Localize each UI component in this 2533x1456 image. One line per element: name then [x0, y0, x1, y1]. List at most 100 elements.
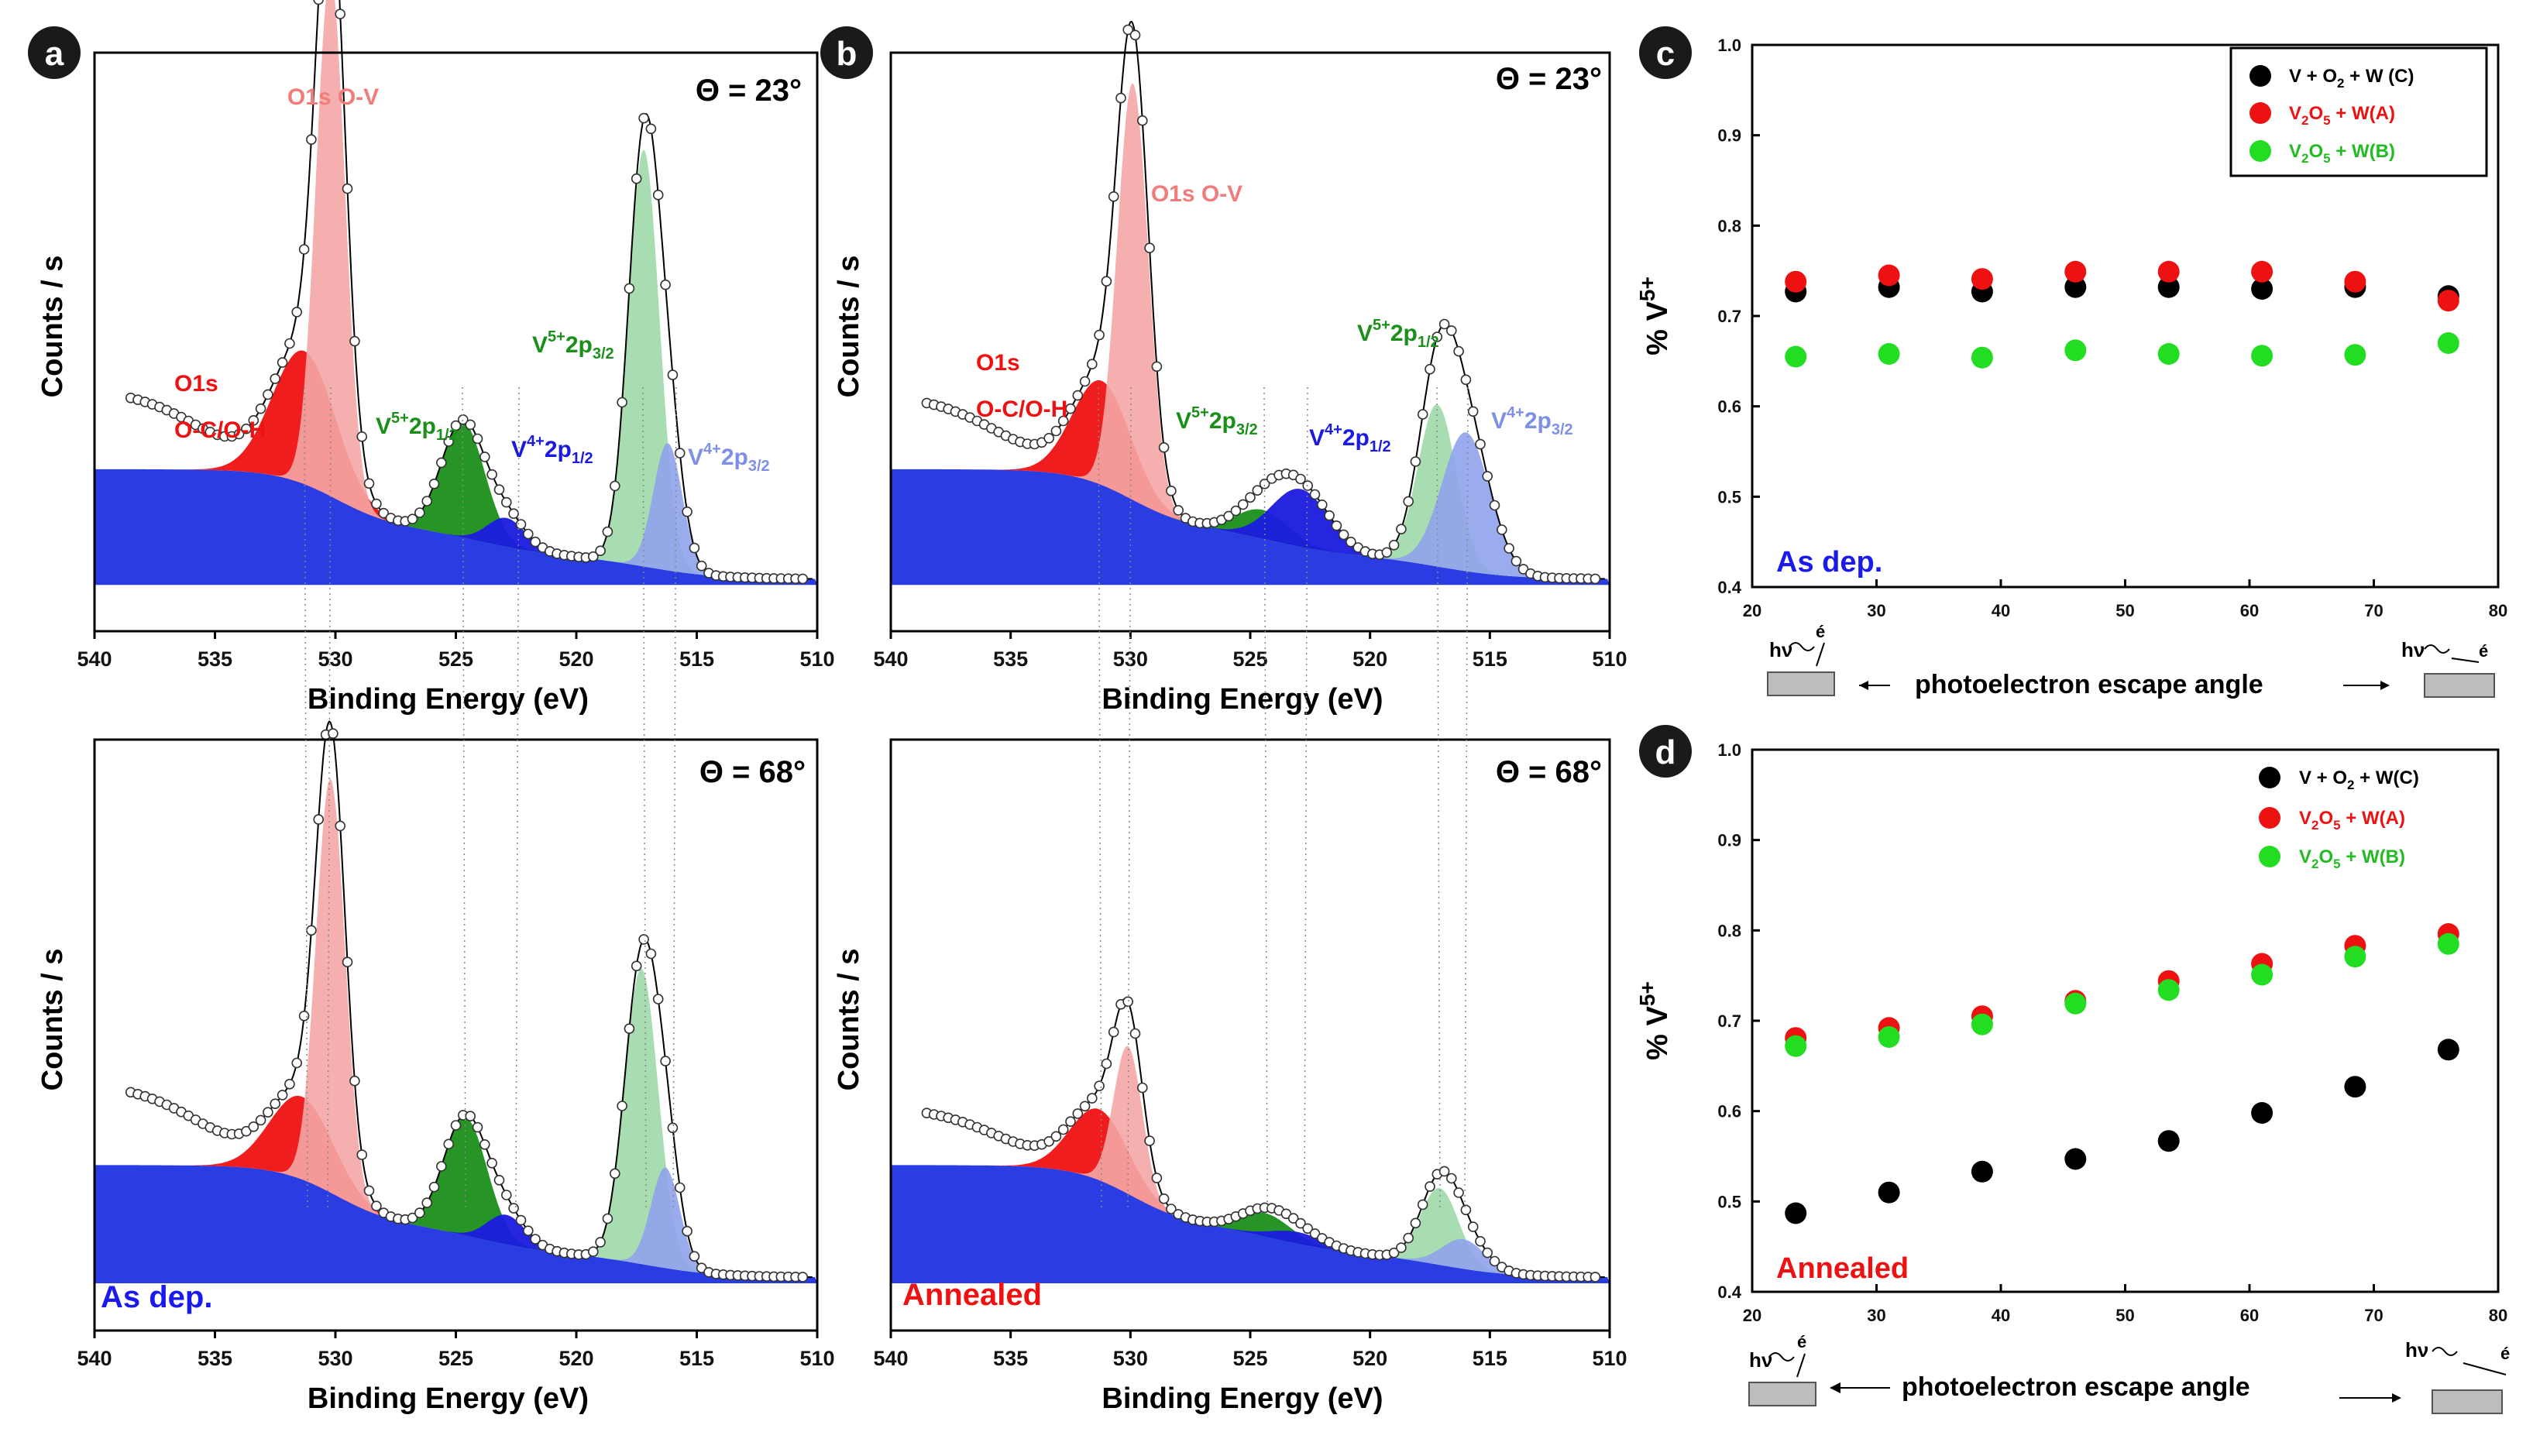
xps-a-bot-datapoint — [472, 1121, 483, 1133]
xps-a-bot-datapoint — [371, 1200, 382, 1211]
frac-c-xtick-label: 50 — [2115, 601, 2134, 620]
frac-c-point-s1 — [2437, 290, 2459, 312]
xps-a-top-datapoint — [248, 414, 259, 426]
xps-a-bot-peak-och — [95, 1095, 817, 1277]
xps-panel-b-bot: 540 535 530 525 520 515 510 Binding Energy (eV)… — [833, 738, 1627, 1415]
xps-a-top-datapoint — [291, 307, 303, 318]
xps-b-top-datapoint — [1489, 500, 1500, 511]
xps-b-top-datapoint — [1173, 505, 1184, 516]
xps-a-bot-datapoint — [363, 1185, 375, 1197]
frac-d-point-s2 — [2157, 979, 2180, 1001]
xps-b-bot-xtick-label: 525 — [1232, 1347, 1267, 1370]
xps-a-top-datapoint — [667, 369, 679, 380]
frac-d-point-s0 — [1878, 1181, 1900, 1204]
frac-c-xtick-label: 60 — [2240, 601, 2259, 620]
xps-a-top-peak-v512 — [95, 421, 817, 579]
xps-b-top-datapoint — [1237, 499, 1249, 510]
legend-d-label-2: V2O5 + W(A) — [2299, 808, 2405, 833]
xps-b-top-datapoint — [1417, 409, 1428, 420]
xps-b-bot-datapoint — [1453, 1187, 1464, 1198]
xps-b-bot-datapoint — [1129, 1028, 1141, 1039]
xps-b-top-datapoint — [1460, 374, 1472, 386]
frac-c-xtick-label: 70 — [2364, 601, 2383, 620]
xps-b-bot-datapoint — [1482, 1247, 1493, 1259]
legend-d-label-3: V2O5 + W(B) — [2299, 846, 2405, 871]
xps-b-bot-datapoint — [1065, 1116, 1076, 1127]
xps-a-bot-datapoint — [689, 1251, 700, 1262]
xps-b-bot-datapoint — [1287, 1213, 1299, 1224]
ann-b-v4-32: V4+2p3/2 — [1491, 404, 1573, 438]
xps-a-top-datapoint — [515, 519, 527, 530]
xps-a-top-datapoint — [508, 508, 519, 520]
xps-a-top-datapoint — [421, 496, 433, 507]
xps-a-bot-datapoint — [263, 1107, 273, 1118]
xps-a-top-background — [95, 469, 817, 585]
xps-b-bot-xtick-label: 540 — [873, 1347, 908, 1370]
frac-d-point-s0 — [2251, 1102, 2274, 1124]
xps-b-top-xtick-label: 540 — [873, 647, 908, 671]
xps-b-bot-datapoint — [1295, 1217, 1306, 1229]
condition-asdep-xps: As dep. — [101, 1280, 212, 1314]
frac-d-point-s2 — [1971, 1013, 1993, 1035]
xps-b-top-datapoint — [1158, 441, 1170, 453]
xps-panels: 540 535 530 525 520 515 510 Binding Energy (eV)… — [36, 0, 1627, 1415]
xps-b-top-datapoint — [1431, 331, 1443, 342]
xps-a-bot-datapoint — [255, 1114, 266, 1126]
xps-b-top-datapoint — [1129, 29, 1141, 41]
frac-c-ytick-label: 0.9 — [1717, 126, 1741, 146]
xps-a-bot-datapoint — [617, 1101, 627, 1111]
frac-c-point-s0 — [2157, 276, 2180, 298]
xps-a-top-datapoint — [522, 528, 534, 540]
xps-a-bot-peak-v432 — [95, 1165, 817, 1277]
xps-a-bot-datapoint — [428, 1181, 440, 1193]
guide-line-1-2 — [1263, 386, 1268, 1209]
legend-d: V + O2 + W(C) V2O5 + W(A) V2O5 + W(B) — [2259, 767, 2419, 871]
ann-a-v5-32: V5+2p3/2 — [532, 328, 614, 362]
xps-b-top-datapoint — [1467, 406, 1479, 417]
xps-b-top-datapoint — [1252, 485, 1263, 496]
schematic-d-hv-right: hν — [2405, 1338, 2428, 1362]
xps-a-bot-datapoint — [638, 934, 649, 945]
xps-a-top-datapoint — [617, 397, 627, 408]
xps-a-top-peak-v532 — [95, 149, 817, 579]
xps-a-top-datapoint — [797, 573, 809, 585]
frac-d-point-s0 — [2157, 1130, 2180, 1152]
xps-b-top-xtick-label: 520 — [1352, 647, 1387, 671]
xps-b-top-datapoint — [1410, 456, 1421, 467]
frac-c-xlabel: photoelectron escape angle — [1915, 670, 2263, 699]
xps-panel-a-bot: 540 535 530 525 520 515 510 Binding Energy (eV)… — [36, 719, 835, 1415]
xps-b-top-datapoint — [1144, 242, 1155, 254]
xps-a-bot-xtick-label: 540 — [77, 1347, 112, 1370]
frac-c-point-s2 — [2157, 343, 2180, 365]
xps-b-bot-datapoint — [1137, 1082, 1148, 1094]
xps-b-bot-datapoint — [1590, 1272, 1601, 1283]
xps-a-bot-datapoint — [486, 1158, 497, 1169]
theta-b-bottom: Θ = 68° — [1496, 755, 1602, 789]
xps-a-top-ylabel: Counts / s — [36, 256, 69, 398]
xps-a-bot-datapoint — [624, 1023, 635, 1034]
xps-b-bot-datapoint — [1467, 1221, 1479, 1232]
xps-b-bot-datapoint — [1094, 1080, 1105, 1091]
panel-label-d-text: d — [1655, 733, 1676, 771]
xps-b-bot-datapoint — [1151, 1173, 1163, 1183]
xps-b-top-datapoint — [1324, 510, 1335, 521]
frac-d-point-s2 — [2437, 932, 2459, 955]
guide-line-0-5 — [672, 386, 677, 1209]
frac-c-ytick-label: 1.0 — [1717, 36, 1741, 55]
xps-a-top-datapoint — [450, 420, 462, 431]
xps-b-bot-datapoint — [1302, 1223, 1313, 1235]
schematic-c-hv-right: hν — [2401, 638, 2425, 661]
xps-b-bot-xtick-label: 535 — [993, 1347, 1028, 1370]
xps-b-top-xlabel: Binding Energy (eV) — [1102, 683, 1383, 716]
guide-line-0-3 — [515, 386, 520, 1209]
xps-b-bot-xtick-label: 530 — [1113, 1347, 1148, 1370]
panel-label-a: a — [28, 26, 81, 79]
xps-b-top-datapoint — [1087, 359, 1098, 370]
frac-c-point-s2 — [2064, 339, 2087, 362]
frac-c-point-s1 — [1971, 268, 1993, 290]
xps-a-bot-datapoint — [414, 1207, 425, 1218]
frac-c-xtick-label: 40 — [1992, 601, 2010, 620]
xps-a-top-datapoint — [595, 545, 606, 557]
xps-b-top-datapoint — [1115, 92, 1126, 104]
xps-b-top-datapoint — [1151, 361, 1163, 373]
